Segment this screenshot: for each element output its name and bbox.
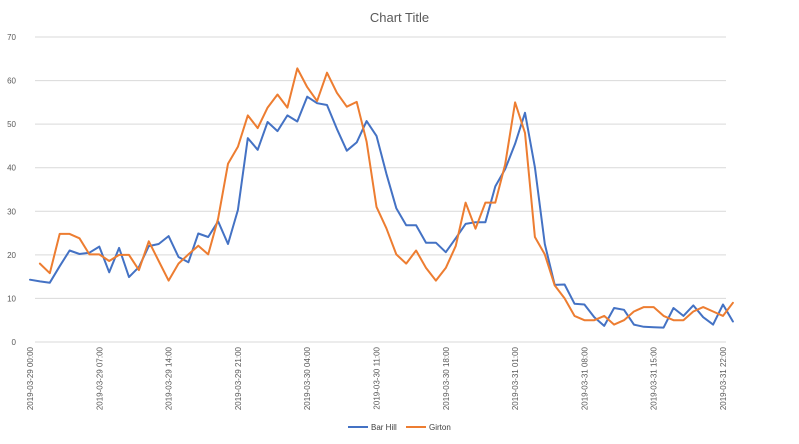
y-tick-label: 0 (12, 338, 17, 347)
x-tick-label: 2019-03-29 14:00 (165, 346, 174, 410)
x-tick-label: 2019-03-31 15:00 (650, 346, 659, 410)
series-line-girton (38, 67, 734, 326)
x-tick-label: 2019-03-30 04:00 (303, 346, 312, 410)
x-tick-label: 2019-03-29 07:00 (95, 346, 104, 410)
series-line-bar-hill (29, 95, 734, 329)
legend: Bar Hill Girton (348, 423, 451, 432)
y-tick-label: 70 (7, 33, 16, 42)
x-tick-label: 2019-03-30 18:00 (442, 346, 451, 410)
y-tick-label: 50 (7, 120, 16, 129)
x-tick-label: 2019-03-29 21:00 (234, 346, 243, 410)
x-axis-ticks: 2019-03-29 00:00 2019-03-29 07:00 2019-03-… (26, 346, 728, 410)
gridlines (35, 36, 726, 343)
y-tick-label: 20 (7, 251, 16, 260)
x-tick-label: 2019-03-31 01:00 (511, 346, 520, 410)
y-tick-label: 60 (7, 77, 16, 86)
series-lines (29, 67, 734, 329)
y-tick-label: 30 (7, 207, 16, 216)
y-axis-ticks: 0 10 20 30 40 50 60 70 (7, 33, 16, 347)
x-tick-label: 2019-03-31 08:00 (580, 346, 589, 410)
legend-label: Bar Hill (371, 423, 397, 432)
x-tick-label: 2019-03-29 00:00 (26, 346, 35, 410)
x-tick-label: 2019-03-30 11:00 (373, 346, 382, 409)
x-tick-label: 2019-03-31 22:00 (719, 346, 728, 410)
y-tick-label: 10 (7, 294, 16, 303)
y-tick-label: 40 (7, 164, 16, 173)
legend-label: Girton (429, 423, 451, 432)
chart-title: Chart Title (370, 10, 429, 25)
